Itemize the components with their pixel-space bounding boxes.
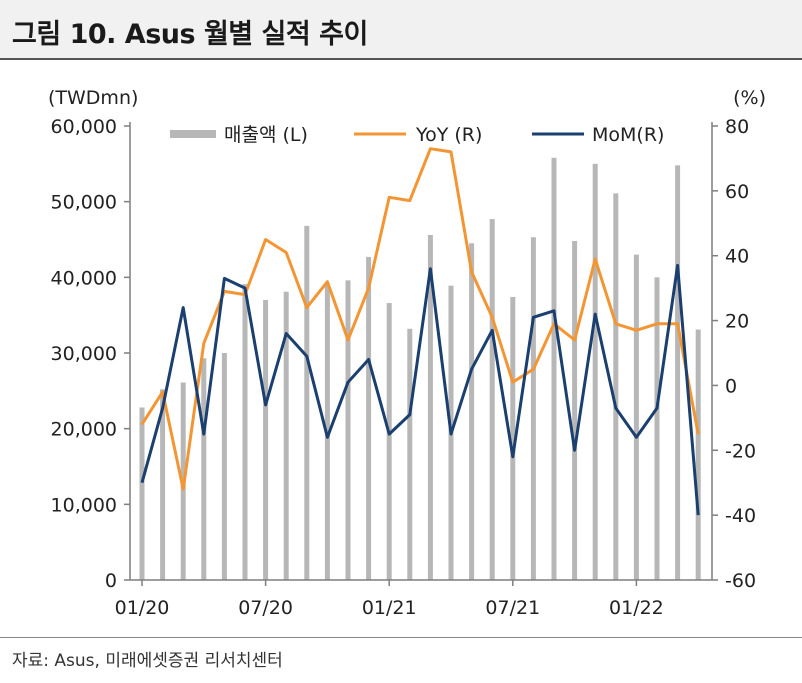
- yoy-line: [140, 147, 700, 491]
- revenue-bar: [633, 254, 639, 580]
- left-tick-label: 50,000: [51, 192, 117, 214]
- left-tick-label: 0: [105, 570, 117, 592]
- x-tick-label: 01/22: [609, 597, 664, 619]
- revenue-bar: [242, 284, 248, 580]
- left-tick-label: 20,000: [51, 419, 117, 441]
- revenue-bar: [263, 300, 269, 580]
- revenue-bar: [221, 353, 227, 580]
- revenue-bar: [366, 256, 372, 580]
- revenue-bar: [592, 163, 598, 580]
- chart-area: 0 10,000 20,000 30,000 40,000 50,000 60,000 -60…: [48, 87, 766, 619]
- left-tick-label: 30,000: [51, 343, 117, 365]
- right-tick-label: 0: [725, 375, 737, 397]
- revenue-bar: [201, 358, 207, 580]
- revenue-bar: [283, 291, 289, 580]
- right-tick-label: 40: [725, 246, 749, 268]
- source-note: 자료: Asus, 미래에셋증권 리서치센터: [12, 651, 283, 671]
- axis-labels: 0 10,000 20,000 30,000 40,000 50,000 60,000 -60…: [48, 87, 766, 619]
- left-tick-label: 60,000: [51, 116, 117, 138]
- x-tick-label: 07/21: [485, 597, 540, 619]
- page-title: 그림 10. Asus 월별 실적 추이: [12, 19, 368, 50]
- line-series-group: [140, 147, 700, 516]
- revenue-bar: [345, 280, 351, 580]
- x-tick-label: 01/21: [362, 597, 417, 619]
- legend-label-mom: MoM(R): [592, 124, 664, 146]
- title-bar: 그림 10. Asus 월별 실적 추이: [0, 0, 802, 58]
- revenue-bar: [572, 241, 578, 580]
- axes: [124, 122, 718, 586]
- revenue-bar: [139, 407, 145, 580]
- title-divider: [0, 58, 802, 60]
- legend-label-revenue: 매출액 (L): [224, 124, 308, 146]
- revenue-bar: [386, 303, 392, 580]
- mom-line: [140, 263, 700, 516]
- left-tick-label: 10,000: [51, 494, 117, 516]
- revenue-bar: [427, 234, 433, 580]
- legend-label-yoy: YoY (R): [415, 124, 482, 146]
- right-axis-unit: (%): [733, 87, 766, 109]
- revenue-bar: [469, 243, 475, 581]
- revenue-bar: [160, 389, 166, 580]
- revenue-bar: [551, 157, 557, 580]
- right-tick-label: -60: [725, 570, 756, 592]
- revenue-bar: [675, 165, 681, 580]
- footer-divider: [0, 637, 802, 638]
- right-tick-label: 20: [725, 311, 749, 333]
- x-tick-label: 01/20: [115, 597, 170, 619]
- bar-series-revenue: [139, 157, 701, 581]
- legend: 매출액 (L) YoY (R) MoM(R): [170, 124, 664, 146]
- revenue-bar: [304, 225, 310, 580]
- left-axis-unit: (TWDmn): [48, 87, 138, 109]
- revenue-bar: [613, 193, 619, 580]
- right-tick-label: -40: [725, 505, 756, 527]
- revenue-bar: [510, 297, 516, 580]
- right-tick-label: 80: [725, 116, 749, 138]
- revenue-bar: [695, 329, 701, 580]
- x-tick-label: 07/20: [238, 597, 293, 619]
- right-tick-label: 60: [725, 181, 749, 203]
- right-tick-label: -20: [725, 440, 756, 462]
- revenue-bar: [489, 219, 495, 580]
- revenue-bar: [530, 237, 536, 581]
- revenue-bar: [407, 328, 413, 580]
- left-tick-label: 40,000: [51, 267, 117, 289]
- legend-swatch-revenue: [170, 130, 216, 138]
- revenue-bar: [654, 277, 660, 580]
